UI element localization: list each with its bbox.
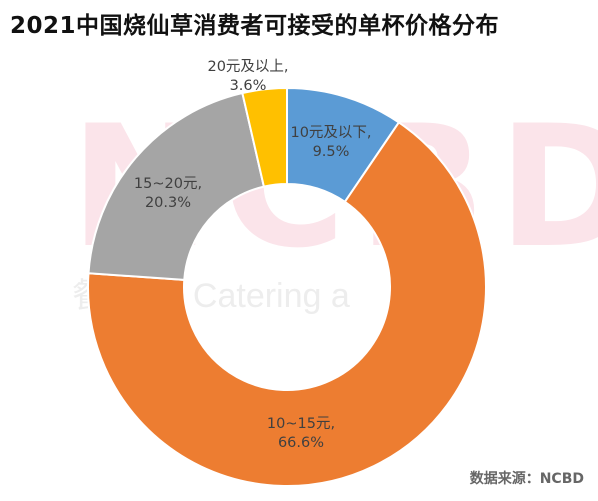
donut-slice-4 [241, 86, 288, 188]
slice-label-1: 10元及以下, 9.5% [290, 125, 371, 160]
slice-label-value: 9.5% [313, 144, 350, 160]
source-note: 数据来源：NCBD [469, 471, 584, 487]
slice-label-name: 20元及以上, [207, 58, 288, 75]
slice-label-value: 20.3% [145, 195, 191, 211]
donut-slice-2 [87, 121, 487, 487]
donut-slice-3 [87, 91, 266, 281]
slice-label-name: 10~15元, [267, 416, 335, 432]
slice-label-name: 10元及以下, [290, 125, 371, 141]
slice-label-value: 3.6% [230, 78, 267, 94]
slice-label-3: 15~20元, 20.3% [134, 176, 202, 211]
slice-label-4: 20元及以上, 3.6% [207, 58, 288, 94]
donut-slices [87, 86, 487, 487]
slice-label-value: 66.6% [278, 435, 324, 451]
donut-labels: 10元及以下, 9.5% 10~15元, 66.6% 15~20元, 20.3% 20元及以… [134, 58, 372, 451]
slice-label-name: 15~20元, [134, 176, 202, 192]
chart-title: 2021中国烧仙草消费者可接受的单杯价格分布 [10, 13, 500, 39]
slice-label-2: 10~15元, 66.6% [267, 416, 335, 451]
